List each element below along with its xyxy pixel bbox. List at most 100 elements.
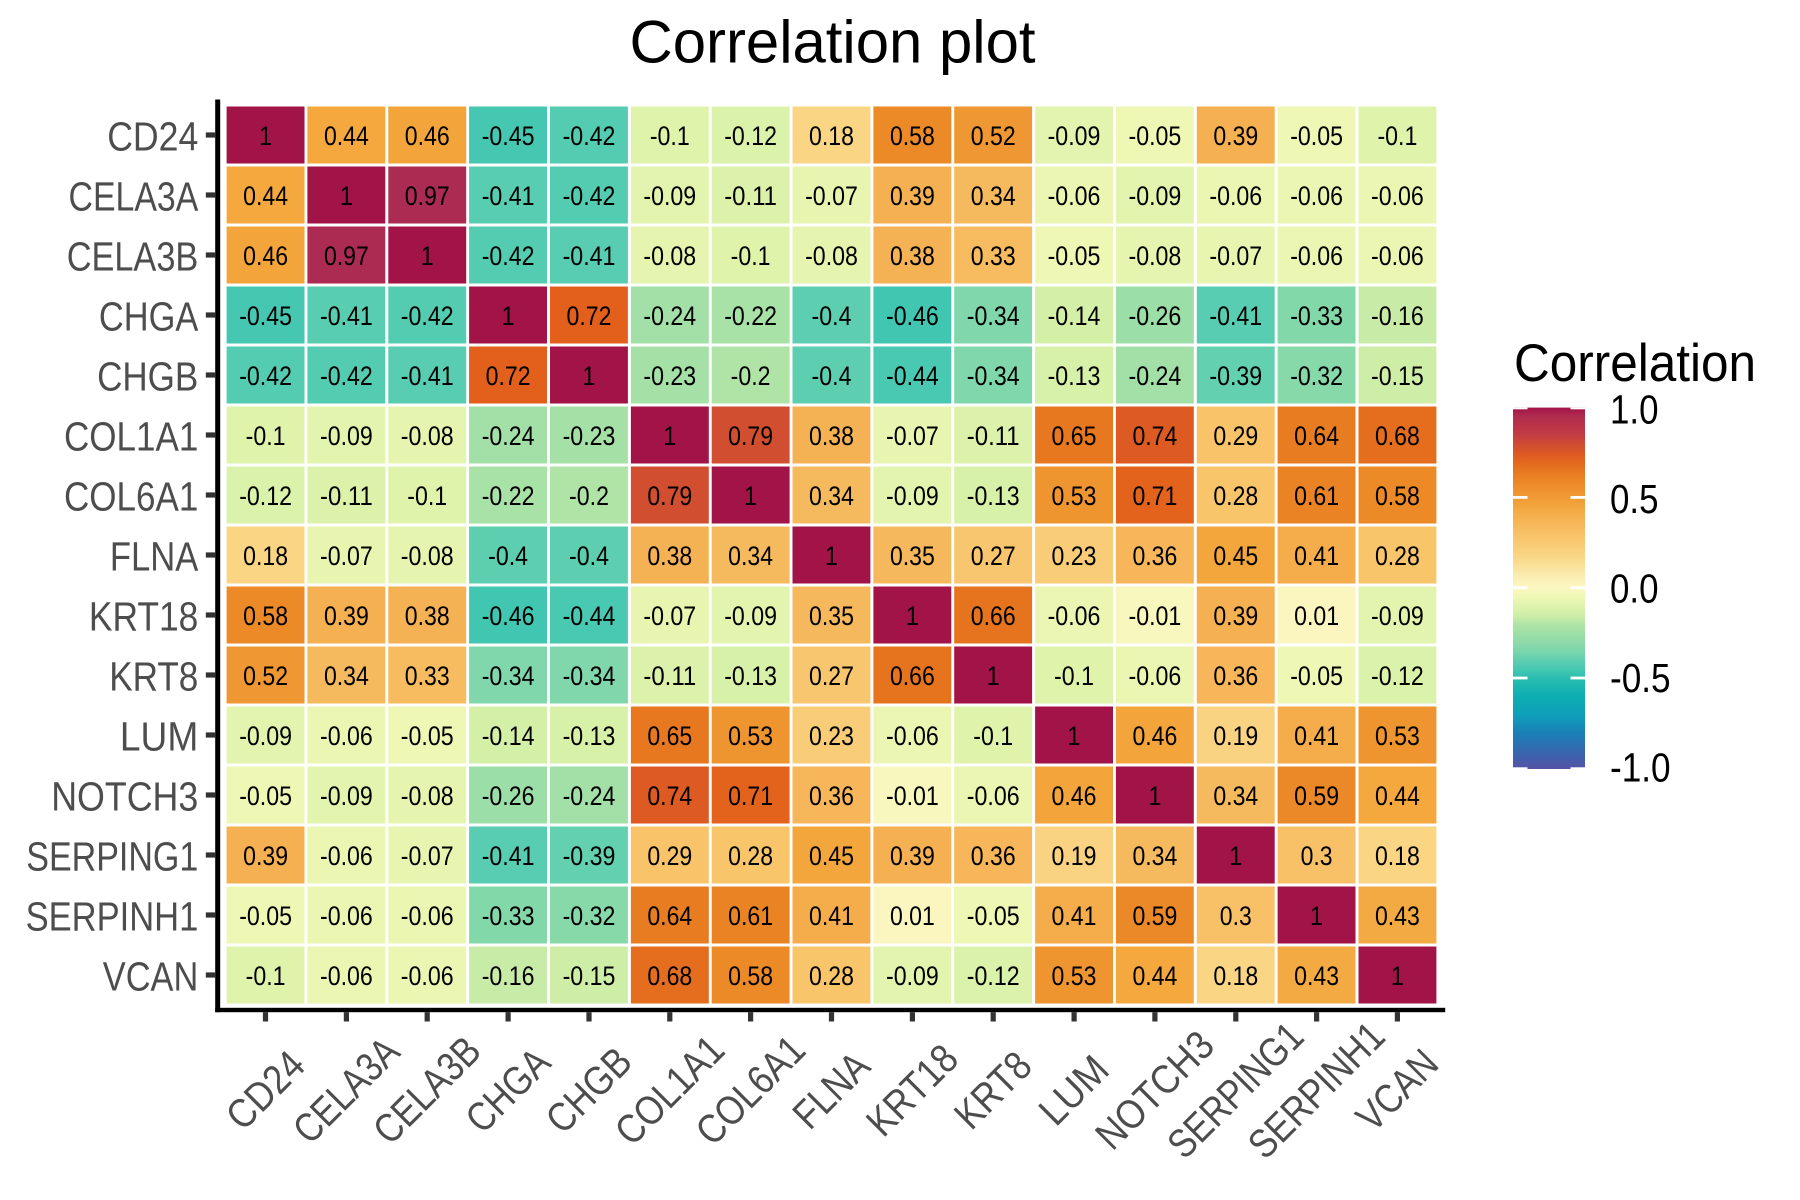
svg-text:-0.08: -0.08 [805,241,858,271]
svg-text:-0.33: -0.33 [482,901,535,931]
svg-text:0.45: 0.45 [809,841,854,871]
svg-text:0.71: 0.71 [1132,481,1177,511]
svg-text:-0.07: -0.07 [320,541,373,571]
svg-text:0.28: 0.28 [728,841,773,871]
svg-text:0.44: 0.44 [1132,961,1177,991]
svg-text:-0.5: -0.5 [1610,655,1671,701]
svg-text:0.34: 0.34 [324,661,369,691]
svg-text:0.34: 0.34 [809,481,854,511]
svg-text:-0.05: -0.05 [967,901,1020,931]
svg-text:-0.42: -0.42 [563,121,616,151]
svg-text:-0.13: -0.13 [1048,361,1101,391]
svg-text:FLNA: FLNA [110,534,199,580]
svg-text:-0.05: -0.05 [239,901,292,931]
svg-text:-0.01: -0.01 [886,781,939,811]
svg-text:0.28: 0.28 [1375,541,1420,571]
svg-text:-0.07: -0.07 [643,601,696,631]
svg-text:-0.24: -0.24 [643,301,696,331]
svg-text:-0.06: -0.06 [1290,241,1343,271]
svg-text:-0.42: -0.42 [401,301,454,331]
svg-text:VCAN: VCAN [103,954,199,1000]
svg-text:0.38: 0.38 [647,541,692,571]
svg-text:-0.09: -0.09 [320,781,373,811]
svg-text:0.36: 0.36 [971,841,1016,871]
svg-text:0.52: 0.52 [243,661,288,691]
svg-text:-0.12: -0.12 [724,121,777,151]
svg-text:-0.15: -0.15 [563,961,616,991]
svg-text:-0.09: -0.09 [1129,181,1182,211]
svg-text:0.36: 0.36 [1213,661,1258,691]
svg-text:0.44: 0.44 [243,181,288,211]
svg-text:0.39: 0.39 [1213,601,1258,631]
svg-text:-0.05: -0.05 [1290,121,1343,151]
svg-text:-0.05: -0.05 [239,781,292,811]
svg-text:0.44: 0.44 [324,121,369,151]
svg-text:-0.06: -0.06 [1048,601,1101,631]
svg-text:-0.09: -0.09 [886,961,939,991]
svg-text:-0.4: -0.4 [812,301,852,331]
svg-text:-0.13: -0.13 [967,481,1020,511]
svg-text:COL1A1: COL1A1 [64,414,198,460]
svg-text:0.39: 0.39 [890,181,935,211]
svg-text:1: 1 [825,541,838,571]
svg-text:Correlation plot: Correlation plot [630,8,1036,76]
svg-text:-0.11: -0.11 [643,661,696,691]
svg-text:-0.32: -0.32 [563,901,616,931]
svg-text:0.41: 0.41 [809,901,854,931]
svg-text:0.28: 0.28 [1213,481,1258,511]
svg-text:-0.13: -0.13 [724,661,777,691]
svg-text:-0.1: -0.1 [1377,121,1417,151]
svg-text:-0.41: -0.41 [482,181,535,211]
svg-text:KRT18: KRT18 [89,594,198,640]
svg-text:-0.34: -0.34 [482,661,535,691]
svg-text:0.65: 0.65 [1052,421,1097,451]
svg-text:-0.16: -0.16 [1371,301,1424,331]
svg-text:-0.06: -0.06 [1129,661,1182,691]
svg-text:0.66: 0.66 [971,601,1016,631]
svg-text:0.66: 0.66 [890,661,935,691]
svg-text:CD24: CD24 [107,114,198,160]
svg-text:-0.42: -0.42 [482,241,535,271]
svg-text:-0.39: -0.39 [1209,361,1262,391]
svg-text:KRT8: KRT8 [109,654,198,700]
svg-text:-0.26: -0.26 [482,781,535,811]
svg-text:Correlation: Correlation [1514,334,1756,393]
svg-text:-0.06: -0.06 [1290,181,1343,211]
svg-text:-0.42: -0.42 [239,361,292,391]
svg-text:-0.26: -0.26 [1129,301,1182,331]
svg-text:-0.24: -0.24 [1129,361,1182,391]
svg-text:0.59: 0.59 [1132,901,1177,931]
svg-text:-0.09: -0.09 [1048,121,1101,151]
svg-text:0.18: 0.18 [1375,841,1420,871]
svg-text:0.5: 0.5 [1610,476,1659,522]
svg-text:-0.12: -0.12 [1371,661,1424,691]
svg-text:0.3: 0.3 [1220,901,1252,931]
svg-text:0.53: 0.53 [1052,481,1097,511]
svg-text:0.35: 0.35 [809,601,854,631]
svg-text:0.68: 0.68 [1375,421,1420,451]
svg-text:-0.1: -0.1 [246,961,286,991]
svg-text:-0.24: -0.24 [482,421,535,451]
svg-text:0.38: 0.38 [809,421,854,451]
svg-text:0.41: 0.41 [1294,721,1339,751]
svg-text:0.46: 0.46 [1132,721,1177,751]
svg-text:-0.2: -0.2 [569,481,609,511]
svg-text:1.0: 1.0 [1610,387,1659,433]
svg-text:-0.09: -0.09 [643,181,696,211]
svg-text:0.0: 0.0 [1610,566,1659,612]
svg-text:-0.09: -0.09 [724,601,777,631]
svg-text:1: 1 [1148,781,1161,811]
svg-text:0.41: 0.41 [1294,541,1339,571]
svg-text:0.01: 0.01 [890,901,935,931]
svg-text:-0.09: -0.09 [320,421,373,451]
svg-text:-0.16: -0.16 [482,961,535,991]
svg-text:-0.11: -0.11 [320,481,373,511]
svg-text:1: 1 [663,421,676,451]
svg-text:-0.1: -0.1 [650,121,690,151]
svg-text:0.58: 0.58 [1375,481,1420,511]
svg-text:0.53: 0.53 [1052,961,1097,991]
svg-text:0.29: 0.29 [1213,421,1258,451]
svg-text:-0.08: -0.08 [1129,241,1182,271]
svg-text:0.72: 0.72 [486,361,531,391]
svg-text:1: 1 [340,181,353,211]
